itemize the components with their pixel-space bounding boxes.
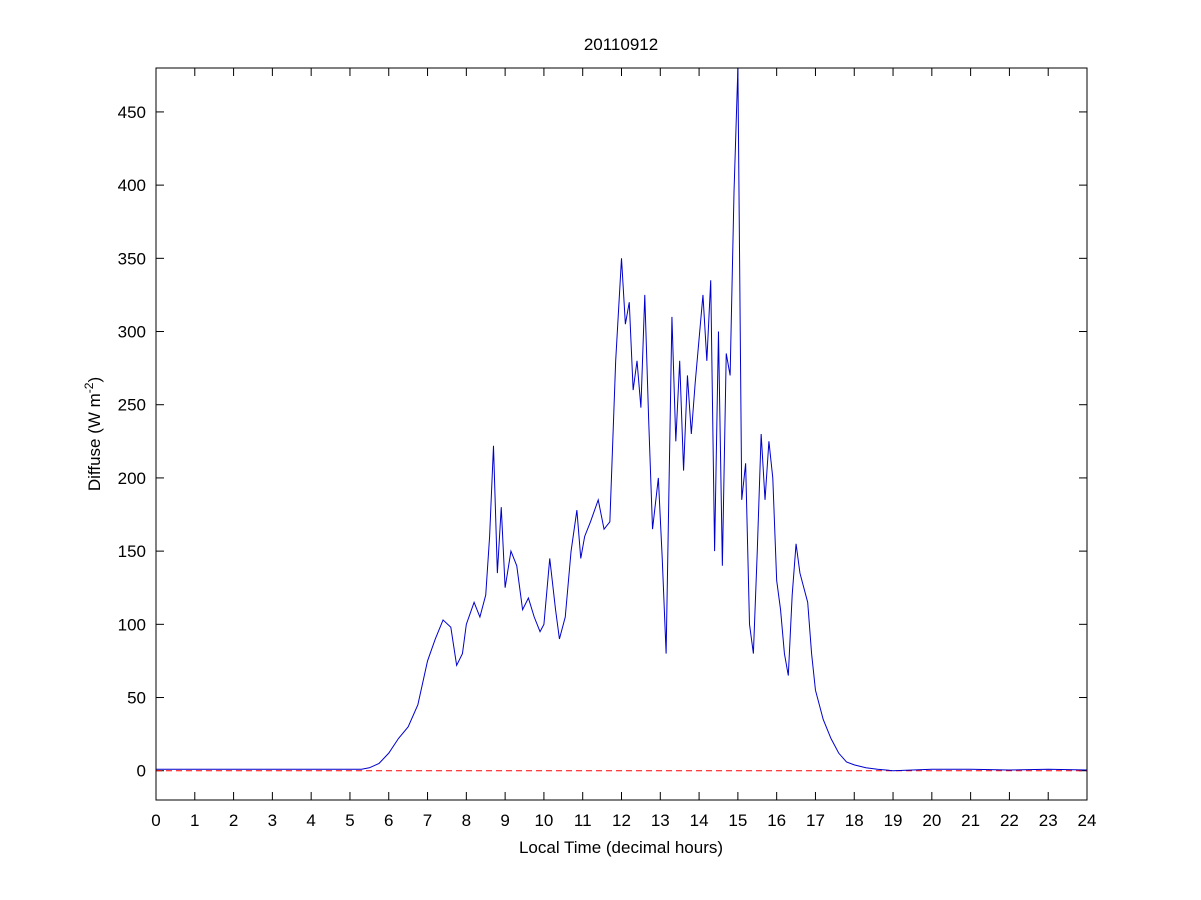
x-tick-label: 24 (1078, 811, 1097, 830)
x-tick-label: 6 (384, 811, 393, 830)
x-tick-label: 1 (190, 811, 199, 830)
x-tick-label: 21 (961, 811, 980, 830)
y-tick-label: 50 (127, 689, 146, 708)
y-label-superscript: -2 (82, 382, 96, 393)
x-tick-label: 8 (462, 811, 471, 830)
x-tick-label: 5 (345, 811, 354, 830)
y-tick-label: 100 (118, 615, 146, 634)
x-tick-label: 22 (1000, 811, 1019, 830)
y-tick-label: 300 (118, 323, 146, 342)
x-tick-label: 4 (306, 811, 315, 830)
y-tick-label: 250 (118, 396, 146, 415)
x-tick-label: 20 (922, 811, 941, 830)
chart-title: 20110912 (584, 35, 658, 54)
y-tick-label: 400 (118, 176, 146, 195)
x-tick-label: 9 (500, 811, 509, 830)
data-line (156, 67, 1088, 772)
y-label-suffix: ) (85, 377, 104, 383)
x-tick-label: 18 (845, 811, 864, 830)
x-axis-label: Local Time (decimal hours) (519, 838, 723, 857)
y-axis-label: Diffuse (W m-2) (82, 377, 104, 491)
y-tick-label: 150 (118, 542, 146, 561)
x-tick-label: 17 (806, 811, 825, 830)
x-tick-label: 2 (229, 811, 238, 830)
x-tick-label: 14 (690, 811, 709, 830)
plot-frame (155, 67, 1088, 801)
x-tick-label: 23 (1039, 811, 1058, 830)
x-tick-label: 15 (728, 811, 747, 830)
x-tick-label: 10 (534, 811, 553, 830)
y-tick-label: 0 (137, 762, 146, 781)
y-label-text: Diffuse (W m (85, 393, 104, 491)
x-tick-label: 13 (651, 811, 670, 830)
x-tick-label: 7 (423, 811, 432, 830)
x-tick-label: 12 (612, 811, 631, 830)
y-tick-label: 450 (118, 103, 146, 122)
x-tick-label: 0 (151, 811, 160, 830)
x-tick-label: 3 (268, 811, 277, 830)
y-tick-label: 350 (118, 249, 146, 268)
x-tick-label: 11 (574, 811, 592, 830)
x-tick-label: 19 (884, 811, 903, 830)
y-tick-label: 200 (118, 469, 146, 488)
x-tick-label: 16 (767, 811, 786, 830)
